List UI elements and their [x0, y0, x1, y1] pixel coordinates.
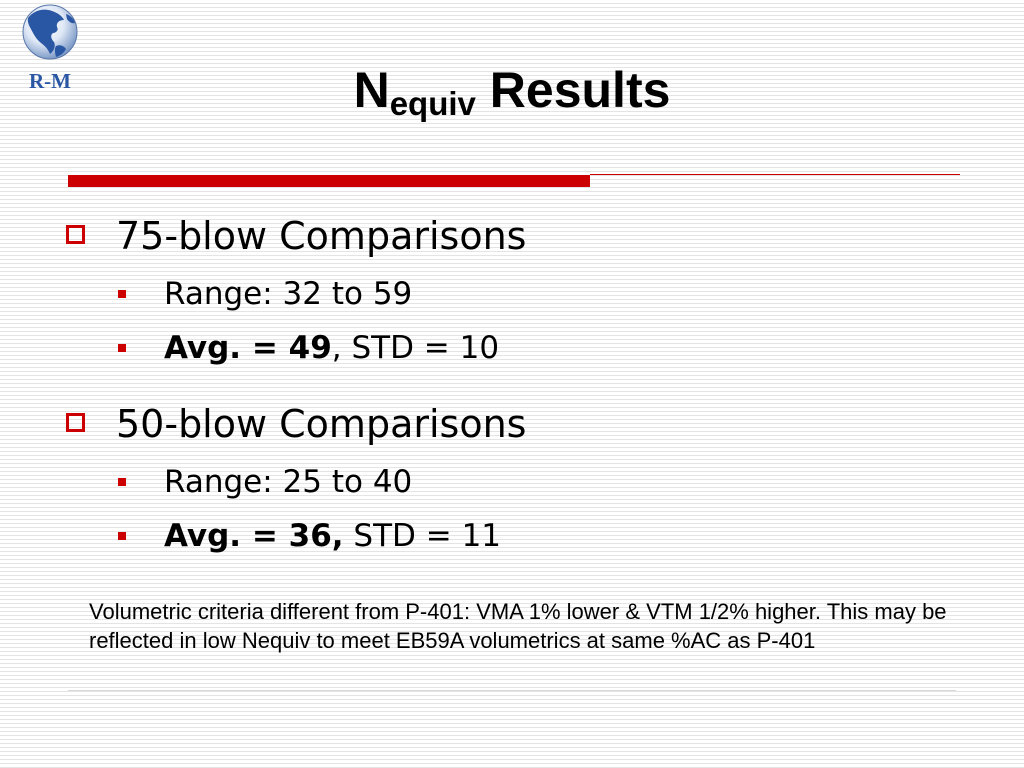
- sub-bullet-text: Range: 32 to 59: [164, 276, 413, 312]
- sub-bullet-bold: Avg. = 49: [164, 330, 332, 366]
- square-bullet-icon: [118, 532, 126, 540]
- hollow-square-bullet-icon: [66, 413, 85, 432]
- title-subscript: equiv: [389, 85, 476, 122]
- company-logo: R-M: [4, 2, 96, 94]
- title-rest: Results: [475, 62, 671, 118]
- logo-text: R-M: [29, 69, 71, 93]
- footnote-divider: [68, 690, 956, 691]
- hollow-square-bullet-icon: [66, 225, 85, 244]
- square-bullet-icon: [118, 344, 126, 352]
- title-underline-thick: [68, 175, 590, 187]
- sub-bullet-bold: Avg. = 36,: [164, 518, 344, 554]
- bullet-heading: 50-blow Comparisons: [116, 402, 527, 446]
- sub-bullet-text: Avg. = 36, STD = 11: [164, 517, 501, 555]
- square-bullet-icon: [118, 478, 126, 486]
- title-underline-thin: [590, 174, 960, 175]
- bullet-heading: 75-blow Comparisons: [116, 214, 527, 258]
- sub-bullet-text: Range: 25 to 40: [164, 464, 413, 500]
- footnote-text: Volumetric criteria different from P-401…: [89, 599, 947, 653]
- title-main: N: [353, 62, 390, 118]
- square-bullet-icon: [118, 290, 126, 298]
- sub-bullet-text: Avg. = 49, STD = 10: [164, 329, 499, 367]
- sub-bullet-rest: STD = 11: [343, 518, 502, 554]
- slide-title: Nequiv Results: [0, 58, 1024, 136]
- globe-icon: R-M: [22, 4, 78, 93]
- sub-bullet-rest: , STD = 10: [331, 330, 500, 366]
